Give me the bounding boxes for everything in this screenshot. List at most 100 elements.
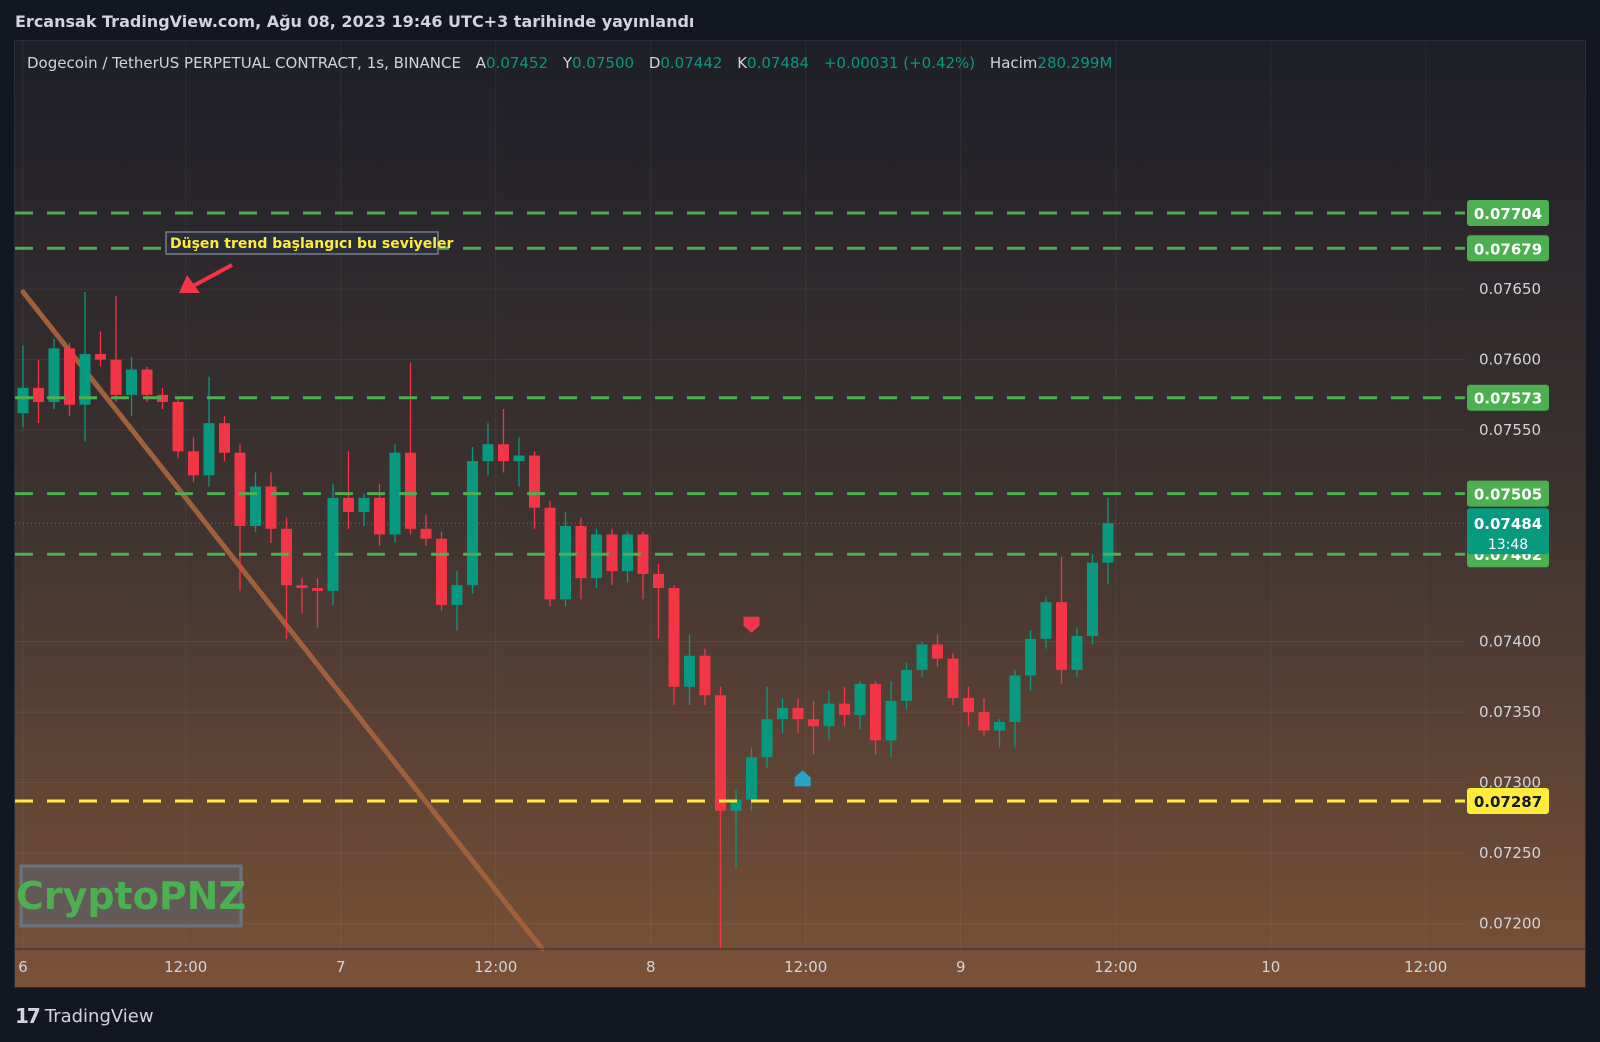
legend-volume-label: Hacim (990, 54, 1038, 72)
legend-bar: Dogecoin / TetherUS PERPETUAL CONTRACT, … (27, 54, 1112, 72)
signal-markers (743, 616, 811, 787)
candle-body (668, 588, 680, 687)
watermark-box (19, 864, 243, 928)
candle-body (358, 497, 370, 512)
candle-body (389, 452, 401, 535)
legend-symbol: Dogecoin / TetherUS PERPETUAL CONTRACT, … (27, 54, 461, 72)
annotation-callout[interactable]: Düşen trend başlangıcı bu seviyeler (165, 231, 454, 293)
legend-open: 0.07452 (486, 54, 548, 72)
candle-body (1071, 635, 1083, 670)
candle-body (653, 573, 664, 589)
candle-body (296, 585, 308, 589)
candle-body (188, 451, 199, 476)
candle-body (1040, 602, 1052, 639)
candle-body (901, 669, 912, 701)
candle-body (17, 387, 29, 414)
level-price-label: 0.07287 (1474, 793, 1542, 811)
candle-body (777, 707, 788, 720)
candle-body (854, 683, 866, 715)
level-price-label: 0.07505 (1474, 486, 1542, 504)
legend-open-label: A (476, 54, 487, 72)
candle-body (312, 588, 323, 591)
candle-body (250, 486, 261, 527)
time-tick-label: 12:00 (1404, 958, 1447, 976)
candle-body (234, 452, 246, 527)
time-tick-label: 12:00 (164, 958, 207, 976)
legend-close-label: K (737, 54, 748, 72)
candle-body (839, 703, 850, 715)
candle-body (684, 655, 695, 687)
candle-body (529, 455, 540, 508)
level-price-badge (1467, 384, 1549, 411)
legend-high-label: Y (562, 54, 573, 72)
candle-body (405, 452, 416, 529)
legend-volume: 280.299M (1037, 54, 1112, 72)
price-tick-label: 0.07600 (1479, 351, 1541, 369)
candles-layer (17, 291, 1114, 949)
time-tick-label: 6 (18, 958, 28, 976)
candle-body (265, 486, 277, 529)
candle-body (932, 644, 943, 659)
level-price-badge (1467, 200, 1549, 227)
candle-body (1025, 638, 1036, 676)
candle-body (746, 757, 757, 800)
candle-body (637, 534, 649, 574)
candle-body (126, 369, 137, 395)
candle-body (1102, 523, 1114, 563)
last-price-label: 0.07484 (1474, 515, 1542, 533)
candle-body (33, 387, 44, 402)
price-axis[interactable]: 0.07650 0.07600 0.07550 0.07400 0.07350 0.073… (1467, 200, 1549, 933)
candle-body (343, 497, 354, 512)
time-tick-label: 10 (1261, 958, 1280, 976)
candle-body (823, 703, 835, 727)
annotation-arrow-shaft (192, 263, 233, 288)
candle-body (560, 526, 571, 600)
level-price-label: 0.07679 (1474, 240, 1542, 258)
candle-body (157, 394, 168, 402)
level-price-badge (1467, 787, 1549, 814)
footer-brand[interactable]: 17 TradingView (15, 1004, 154, 1028)
last-price-badge (1467, 508, 1549, 555)
candle-body (281, 528, 292, 586)
price-tick-label: 0.07200 (1479, 915, 1541, 933)
candle-body (513, 455, 525, 462)
candle-body (219, 423, 230, 453)
sell-signal-marker (743, 616, 760, 633)
candle-body (110, 359, 122, 395)
candle-body (916, 644, 928, 670)
tradingview-logo-icon: 17 (15, 1004, 41, 1028)
candle-body (947, 658, 959, 699)
price-tick-label: 0.07400 (1479, 633, 1541, 651)
trendline-layer[interactable] (20, 289, 545, 952)
candle-body (885, 700, 897, 741)
time-tick-label: 9 (956, 958, 966, 976)
price-chart[interactable]: 0.07650 0.07600 0.07550 0.07400 0.07350 0.073… (15, 41, 1586, 988)
candle-body (591, 534, 602, 579)
time-tick-label: 12:00 (474, 958, 517, 976)
candle-body (203, 423, 215, 476)
level-price-badge (1467, 235, 1549, 262)
candle-body (79, 354, 91, 405)
candle-body (420, 528, 432, 539)
candle-body (95, 354, 106, 360)
legend-low-label: D (649, 54, 661, 72)
price-tick-label: 0.07650 (1479, 280, 1541, 298)
time-axis[interactable]: 6 12:00 7 12:00 8 12:00 9 12:00 10 12:00 (15, 948, 1586, 976)
price-tick-label: 0.07350 (1479, 703, 1541, 721)
legend-change: +0.00031 (+0.42%) (824, 54, 975, 72)
annotation-box (165, 231, 439, 255)
candle-body (436, 538, 447, 605)
candle-body (1056, 602, 1067, 670)
time-tick-label: 8 (646, 958, 656, 976)
legend-high: 0.07500 (572, 54, 634, 72)
legend-close: 0.07484 (747, 54, 809, 72)
time-tick-label: 12:00 (1094, 958, 1137, 976)
price-tick-label: 0.07250 (1479, 844, 1541, 862)
downtrend-line (20, 289, 545, 952)
candle-body (715, 695, 726, 811)
chart-pane[interactable]: 0.07650 0.07600 0.07550 0.07400 0.07350 0.073… (14, 40, 1586, 988)
candle-body (141, 369, 153, 395)
candle-body (699, 655, 711, 696)
annotation-text: Düşen trend başlangıcı bu seviyeler (170, 236, 454, 252)
candle-body (64, 348, 75, 405)
